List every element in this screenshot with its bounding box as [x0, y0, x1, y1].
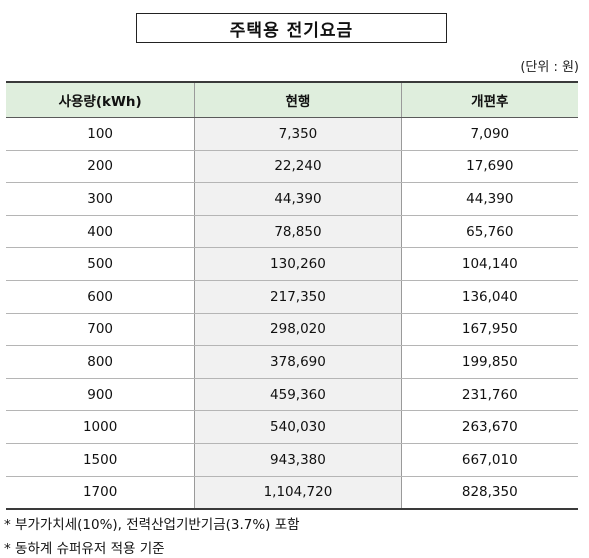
revised-rate-cell: 17,690 [400, 150, 578, 184]
table-row: 400 78,850 65,760 [6, 215, 578, 249]
header-usage: 사용량(kWh) [6, 81, 196, 118]
revised-rate-cell: 199,850 [400, 345, 578, 379]
header-revised: 개편후 [400, 81, 578, 118]
usage-cell: 800 [6, 345, 196, 379]
revised-rate-cell: 667,010 [400, 443, 578, 477]
table-row: 1000 540,030 263,670 [6, 410, 578, 444]
table-row: 700 298,020 167,950 [6, 313, 578, 347]
footnote-tax: * 부가가치세(10%), 전력산업기반기금(3.7%) 포함 [4, 517, 300, 533]
revised-rate-cell: 44,390 [400, 182, 578, 216]
table-title: 주택용 전기요금 [136, 13, 447, 43]
table-row: 1700 1,104,720 828,350 [6, 476, 578, 511]
revised-rate-cell: 136,040 [400, 280, 578, 314]
electricity-rate-table: 사용량(kWh) 현행 개편후 100 7,350 7,090 200 22,2… [6, 81, 578, 511]
usage-cell: 100 [6, 117, 196, 151]
table-row: 100 7,350 7,090 [6, 117, 578, 151]
usage-cell: 1500 [6, 443, 196, 477]
table-row: 900 459,360 231,760 [6, 378, 578, 412]
current-rate-cell: 217,350 [194, 280, 402, 314]
usage-cell: 200 [6, 150, 196, 184]
revised-rate-cell: 263,670 [400, 410, 578, 444]
table-header-row: 사용량(kWh) 현행 개편후 [6, 81, 578, 118]
current-rate-cell: 1,104,720 [194, 476, 402, 511]
usage-cell: 1000 [6, 410, 196, 444]
revised-rate-cell: 7,090 [400, 117, 578, 151]
table-row: 600 217,350 136,040 [6, 280, 578, 314]
current-rate-cell: 7,350 [194, 117, 402, 151]
current-rate-cell: 459,360 [194, 378, 402, 412]
revised-rate-cell: 104,140 [400, 247, 578, 281]
usage-cell: 400 [6, 215, 196, 249]
usage-cell: 300 [6, 182, 196, 216]
revised-rate-cell: 231,760 [400, 378, 578, 412]
current-rate-cell: 22,240 [194, 150, 402, 184]
usage-cell: 700 [6, 313, 196, 347]
table-row: 500 130,260 104,140 [6, 247, 578, 281]
footnote-superuser: * 동하계 슈퍼유저 적용 기준 [4, 541, 165, 557]
current-rate-cell: 130,260 [194, 247, 402, 281]
usage-cell: 1700 [6, 476, 196, 511]
current-rate-cell: 78,850 [194, 215, 402, 249]
revised-rate-cell: 167,950 [400, 313, 578, 347]
unit-note: (단위 : 원) [520, 60, 579, 75]
table-row: 1500 943,380 667,010 [6, 443, 578, 477]
revised-rate-cell: 828,350 [400, 476, 578, 511]
revised-rate-cell: 65,760 [400, 215, 578, 249]
current-rate-cell: 44,390 [194, 182, 402, 216]
current-rate-cell: 540,030 [194, 410, 402, 444]
current-rate-cell: 298,020 [194, 313, 402, 347]
header-current: 현행 [194, 81, 402, 118]
usage-cell: 900 [6, 378, 196, 412]
table-row: 200 22,240 17,690 [6, 150, 578, 184]
usage-cell: 500 [6, 247, 196, 281]
current-rate-cell: 943,380 [194, 443, 402, 477]
usage-cell: 600 [6, 280, 196, 314]
table-row: 800 378,690 199,850 [6, 345, 578, 379]
current-rate-cell: 378,690 [194, 345, 402, 379]
table-row: 300 44,390 44,390 [6, 182, 578, 216]
